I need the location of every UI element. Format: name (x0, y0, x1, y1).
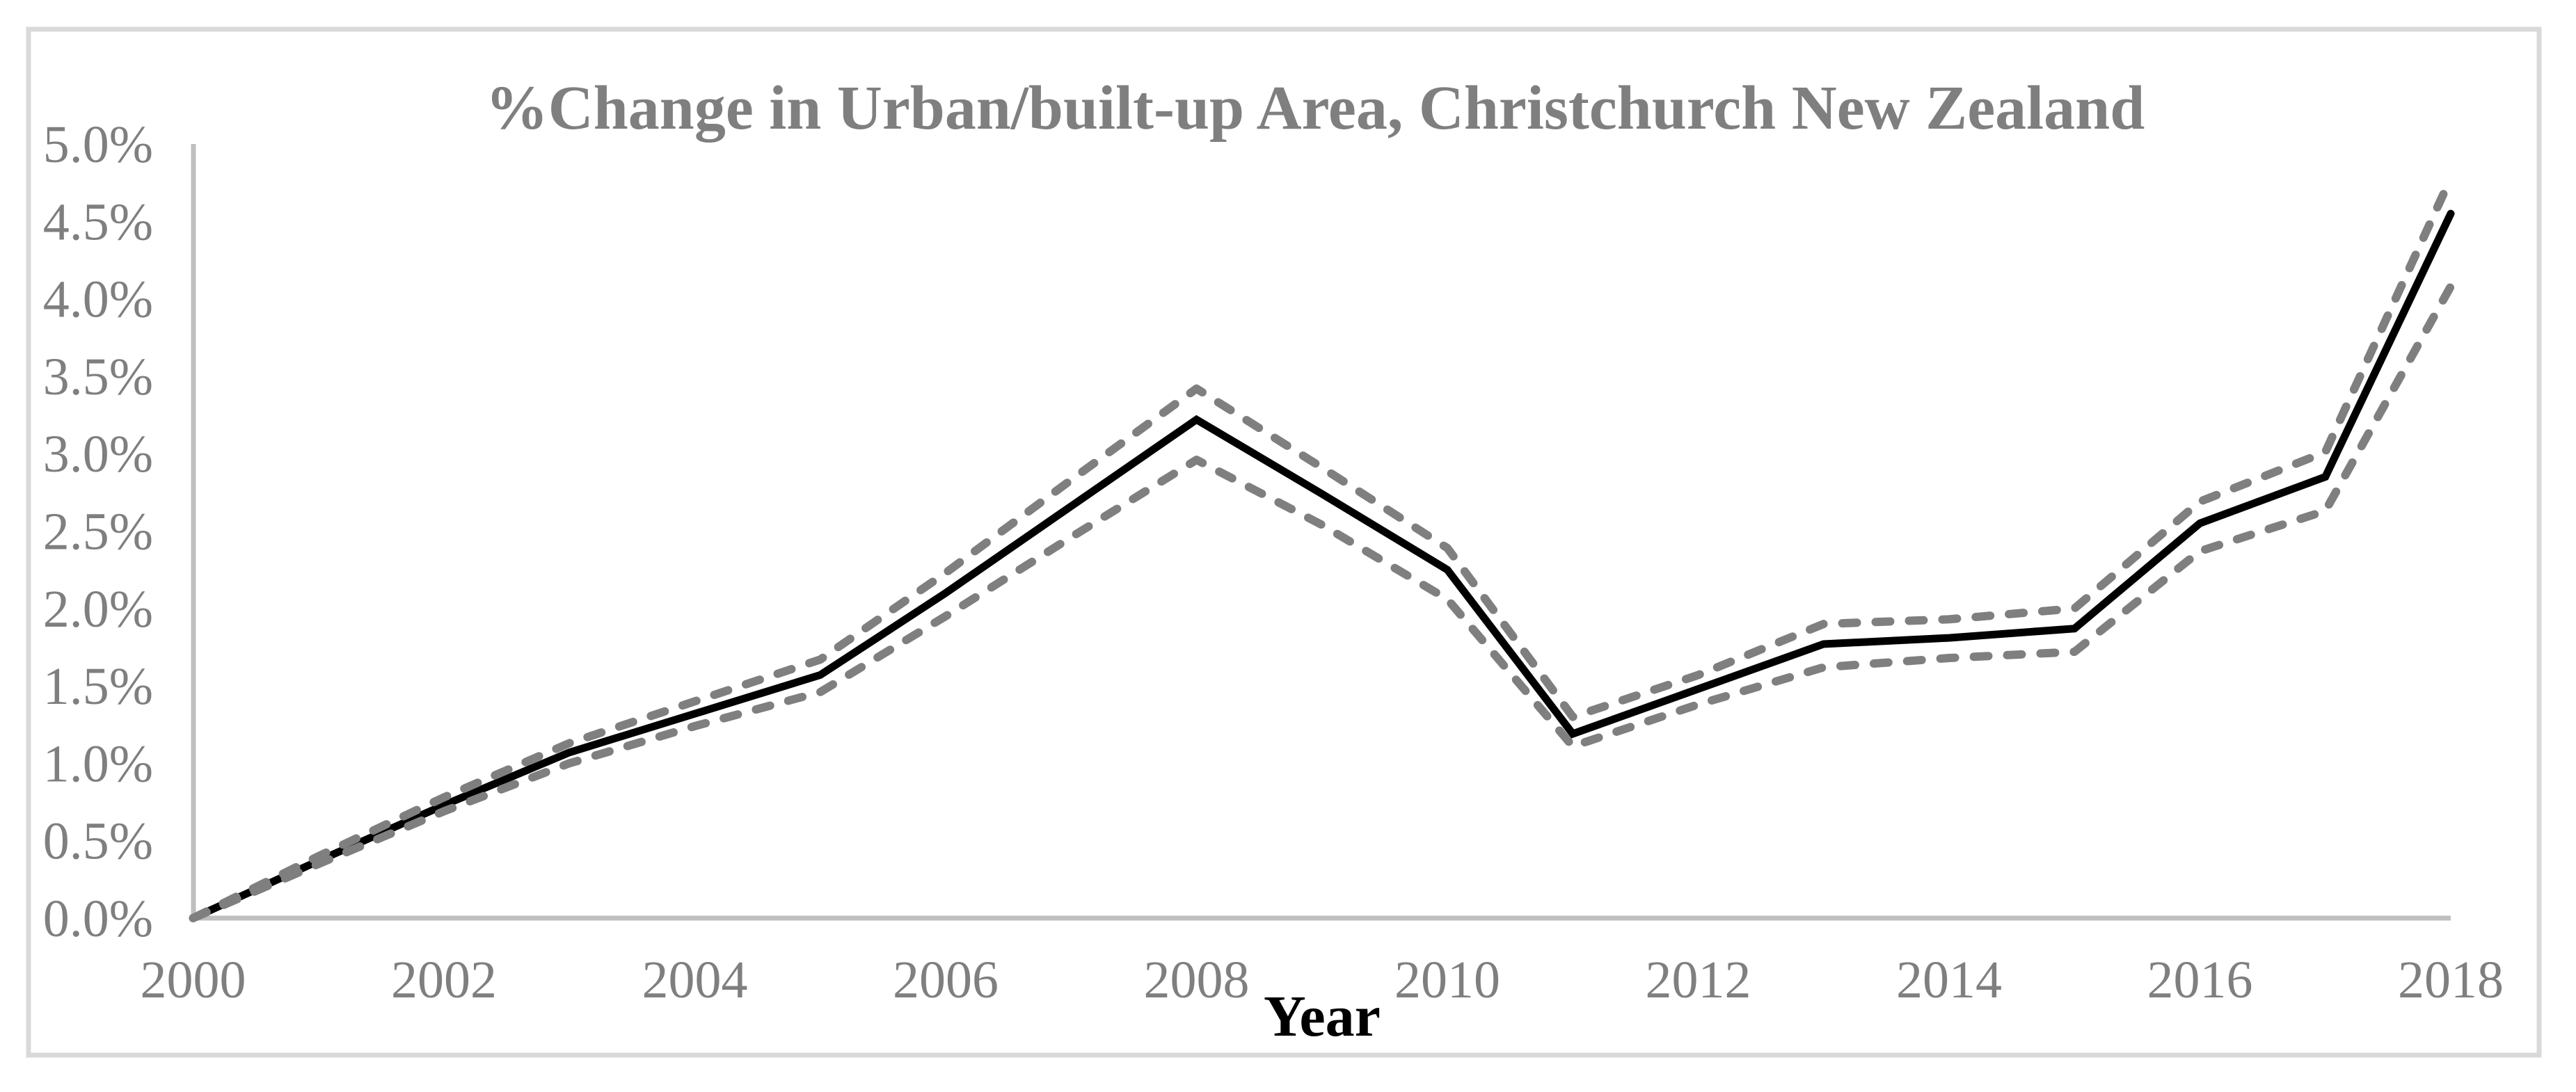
x-axis-tick-labels: 2000 2002 2004 2006 2008 2010 2012 2014 2016 2018 (141, 951, 2504, 1009)
x-tick-label: 2018 (2398, 951, 2504, 1009)
y-tick-label: 4.5% (43, 193, 153, 251)
x-tick-label: 2010 (1394, 951, 1500, 1009)
series-line-lower-bound (189, 282, 2455, 922)
x-tick-label: 2008 (1144, 951, 1250, 1009)
y-tick-label: 1.5% (43, 657, 153, 716)
x-tick-label: 2012 (1646, 951, 1751, 1009)
y-tick-label: 3.5% (43, 348, 153, 406)
x-tick-label: 2002 (391, 951, 497, 1009)
y-tick-label: 1.0% (43, 734, 153, 793)
y-tick-label: 0.0% (43, 890, 153, 948)
y-tick-label: 4.0% (43, 271, 153, 329)
y-tick-label: 5.0% (43, 115, 153, 174)
series-line-upper-bound (189, 173, 2455, 922)
x-axis-title: Year (1264, 984, 1381, 1049)
y-tick-label: 2.0% (43, 580, 153, 639)
y-axis-tick-labels: 0.0% 0.5% 1.0% 1.5% 2.0% 2.5% 3.0% 3.5% 4.0% 4.5%… (43, 115, 153, 948)
x-tick-label: 2014 (1896, 951, 2002, 1009)
x-tick-label: 2000 (141, 951, 246, 1009)
y-tick-label: 3.0% (43, 425, 153, 483)
y-tick-label: 2.5% (43, 503, 153, 561)
series-line-percent-change-mean (189, 209, 2455, 922)
chart-title: %Change in Urban/built-up Area, Christch… (486, 74, 2145, 143)
x-tick-label: 2006 (893, 951, 999, 1009)
x-tick-label: 2016 (2147, 951, 2253, 1009)
data-series-lines (189, 173, 2455, 922)
y-tick-label: 0.5% (43, 812, 153, 871)
figure-border (26, 26, 2542, 1058)
x-tick-label: 2004 (642, 951, 748, 1009)
